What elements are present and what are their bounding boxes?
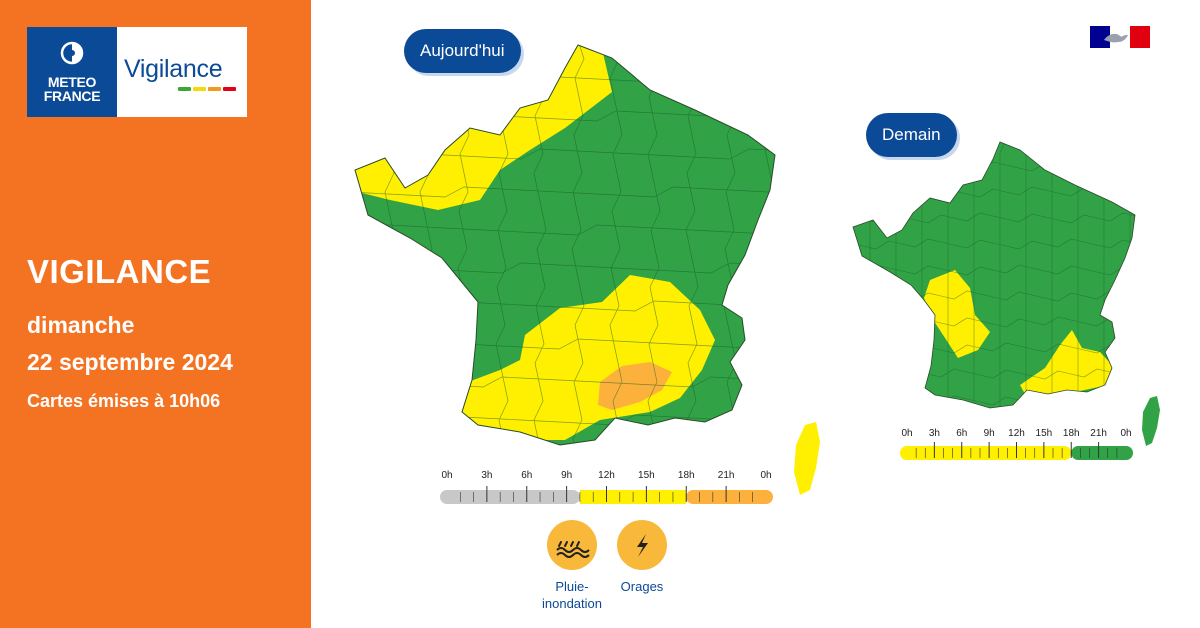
zone-green-today (355, 45, 775, 445)
france-map-tomorrow (852, 141, 1160, 446)
corsica-tomorrow (1142, 396, 1160, 446)
meteo-france-logo: METEO FRANCE (27, 27, 117, 117)
stripe-yellow (193, 87, 206, 91)
timeline-tick-label: 6h (956, 428, 968, 439)
timeline-tick-label: 3h (481, 470, 493, 481)
risk-label-storms: Orages (620, 579, 664, 594)
stripe-green (178, 87, 191, 91)
risk-rain-flood: Pluie- inondation (533, 520, 611, 612)
timeline-tick-label: 21h (717, 470, 735, 481)
timeline-tick-label: 18h (1062, 428, 1080, 439)
corsica-today (794, 422, 820, 495)
risk-storms: Orages (604, 520, 680, 595)
timeline-tick-label: 12h (1008, 428, 1025, 439)
today-map-label: Aujourd'hui (404, 29, 521, 73)
today-timeline-bar (440, 486, 773, 504)
timeline-tick-label: 0h (901, 428, 913, 439)
timeline-tick-label: 9h (561, 470, 573, 481)
timeline-tick-label: 15h (1035, 428, 1053, 439)
timeline-tick-label: 0h (441, 470, 453, 481)
timeline-tick-label: 3h (928, 428, 940, 439)
risk-label-rain-flood: Pluie- inondation (542, 579, 602, 611)
timeline-tick-label: 0h (760, 470, 772, 481)
timeline-tick-label: 9h (983, 428, 995, 439)
stripe-orange (208, 87, 221, 91)
vigilance-heading: VIGILANCE (27, 253, 212, 290)
timeline-segment-orange (686, 490, 773, 504)
timeline-tick-label: 6h (521, 470, 533, 481)
logo-line-1: METEO (47, 74, 97, 90)
timeline-tick-label: 0h (1120, 428, 1132, 439)
rain-flood-icon (547, 520, 597, 570)
timeline-segment-gray (440, 490, 580, 504)
vigilance-color-stripes (178, 87, 236, 91)
timeline-tick-label: 18h (677, 470, 695, 481)
tomorrow-map-label: Demain (866, 113, 957, 157)
zone-orange-today (598, 362, 672, 410)
lightning-icon (617, 520, 667, 570)
france-map-today (354, 44, 820, 495)
meteo-france-emblem-icon (60, 41, 84, 65)
timeline-segment-yellow (900, 446, 1072, 460)
tomorrow-timeline-bar (900, 442, 1133, 460)
tomorrow-timeline: 0h 3h 6h 9h 12h 15h 18h 21h 0h (900, 428, 1133, 462)
timeline-tick-label: 21h (1090, 428, 1107, 439)
zone-yellow-south-today (462, 275, 715, 440)
date-full: 22 septembre 2024 (27, 349, 233, 375)
vigilance-wordmark: Vigilance (124, 55, 223, 83)
timeline-segment-green (1071, 446, 1133, 460)
today-timeline: 0h 3h 6h 9h 12h 15h 18h 21h 0h (440, 470, 773, 506)
zone-green-tomorrow (853, 142, 1135, 408)
meteo-france-vigilance-logo: METEO FRANCE Vigilance (27, 27, 247, 117)
timeline-tick-label: 12h (598, 470, 615, 481)
logo-line-2: FRANCE (43, 88, 101, 104)
left-panel: METEO FRANCE Vigilance VIGILANCE dimanch… (0, 0, 311, 628)
date-day: dimanche (27, 312, 135, 338)
issued-time: Cartes émises à 10h06 (27, 391, 221, 411)
republique-francaise-flag-icon (1090, 26, 1150, 48)
timeline-tick-label: 15h (638, 470, 655, 481)
stripe-red (223, 87, 236, 91)
zone-yellow-west-tomorrow (924, 270, 990, 358)
